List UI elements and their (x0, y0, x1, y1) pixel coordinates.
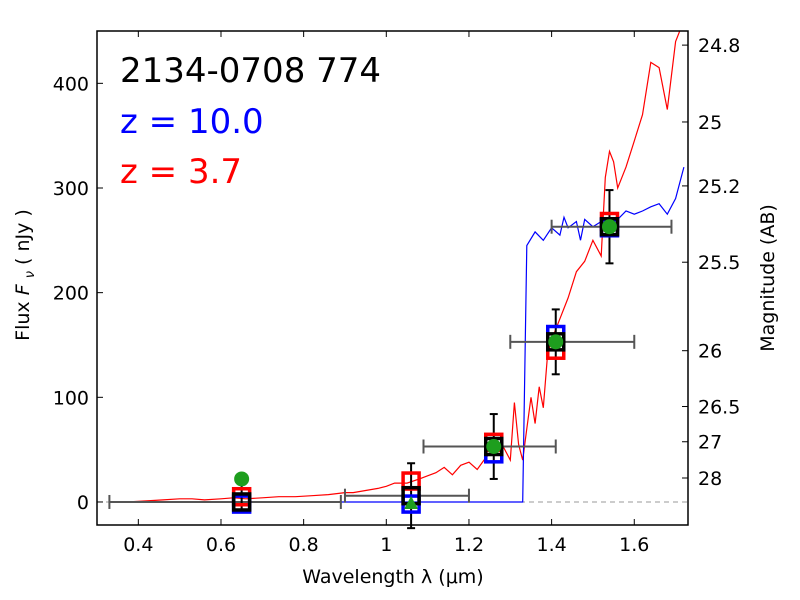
z-10-0-model-spectrum-line (125, 166, 685, 503)
mag-tick-label-5: 26.5 (698, 397, 740, 419)
y-axis-title-prefix: Flux (12, 295, 34, 341)
y-axis-title-symbol: F (12, 283, 34, 295)
y-axis-title: Flux F ν ( nJy ) (12, 209, 39, 341)
observed-photometry-marker-0 (231, 492, 252, 512)
observed-photometry-marker-2 (484, 436, 504, 457)
mag-tick-label-4: 26 (698, 341, 722, 363)
y-tick-label-2: 200 (53, 283, 89, 305)
tick-layer (97, 31, 688, 525)
x-tick-label-6: 1.6 (619, 534, 649, 556)
y-tick-label-0: 0 (77, 492, 89, 514)
mag-tick-label-7: 28 (698, 468, 722, 490)
object-id-label: 2134-0708 774 (120, 51, 381, 91)
x-tick-label-1: 0.6 (206, 534, 236, 556)
tick-label-layer: 0.4 0.6 0.8 1 1.2 1.4 1.6 0 100 200 300 400 24.8 25 25… (53, 35, 741, 556)
detections-marker-1 (486, 439, 502, 455)
x-tick-label-2: 0.8 (289, 534, 319, 556)
x-tick-label-4: 1.2 (454, 534, 484, 556)
plot-frame (96, 30, 689, 526)
redshift-3p7-label: z = 3.7 (120, 152, 242, 192)
right-axis-title: Magnitude (AB) (757, 204, 779, 352)
mag-tick-label-0: 24.8 (698, 35, 740, 57)
detections-marker-0 (234, 471, 250, 487)
x-tick-label-0: 0.4 (123, 534, 153, 556)
observed-photometry-marker-4 (599, 216, 620, 237)
marker-layer (231, 211, 620, 514)
mag-tick-label-3: 25.5 (698, 252, 740, 274)
observed-photometry-marker-3 (545, 332, 566, 352)
y-axis-title-subscript: ν (23, 271, 38, 278)
y-tick-label-3: 300 (53, 178, 89, 200)
x-axis-title: Wavelength λ (μm) (302, 566, 483, 588)
y-axis-title-suffix: ( nJy ) (12, 209, 34, 265)
y-tick-label-1: 100 (53, 387, 89, 409)
x-tick-label-5: 1.4 (537, 534, 567, 556)
plot-area-background (97, 31, 688, 525)
mag-tick-label-6: 27 (698, 432, 722, 454)
redshift-10-label: z = 10.0 (120, 102, 264, 142)
mag-tick-label-2: 25.2 (698, 176, 740, 198)
non-detection-marker-0 (404, 496, 419, 510)
detections-marker-2 (548, 334, 564, 350)
mag-tick-label-1: 25 (698, 112, 722, 134)
y-tick-label-4: 400 (53, 73, 89, 95)
detections-marker-3 (601, 219, 617, 235)
x-tick-label-3: 1 (380, 534, 392, 556)
